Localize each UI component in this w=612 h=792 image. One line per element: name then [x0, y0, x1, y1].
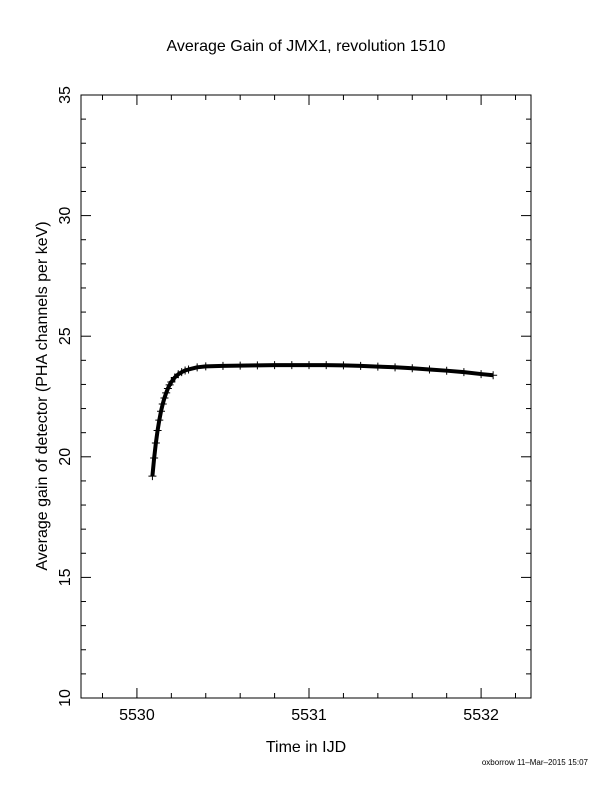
x-tick-label: 5530: [119, 707, 155, 724]
data-point: [287, 361, 296, 370]
data-point: [305, 361, 314, 370]
data-point: [167, 378, 176, 387]
y-tick-label: 20: [57, 448, 74, 466]
data-point: [477, 370, 486, 379]
y-tick-label: 30: [57, 207, 74, 225]
plot-frame: [80, 94, 532, 699]
data-point: [339, 361, 348, 370]
y-tick-label: 35: [57, 86, 74, 104]
data-point: [157, 407, 166, 416]
x-tick-label: 5531: [291, 707, 327, 724]
data-point: [253, 361, 262, 370]
y-tick-label: 15: [57, 568, 74, 586]
data-point: [270, 361, 279, 370]
data-point: [489, 371, 498, 380]
data-point: [181, 366, 190, 375]
y-tick-label: 10: [57, 689, 74, 707]
data-point: [425, 365, 434, 374]
data-point: [322, 361, 331, 370]
footer: oxborrow 11–Mar–2015 15:07: [482, 758, 589, 767]
x-tick-label: 5532: [463, 707, 499, 724]
data-point: [356, 361, 365, 370]
data-point: [236, 361, 245, 370]
data-point: [391, 363, 400, 372]
data-point: [193, 363, 202, 372]
data-point: [158, 399, 167, 408]
data-point: [153, 426, 162, 435]
data-point: [177, 368, 186, 377]
data-point: [162, 388, 171, 397]
data-point: [184, 365, 193, 374]
y-axis-label: Average gain of detector (PHA channels p…: [34, 221, 51, 570]
y-tick-label: 25: [57, 327, 74, 345]
data-point: [155, 416, 164, 425]
data-point: [442, 366, 451, 375]
data-point: [459, 368, 468, 377]
data-point: [150, 454, 159, 463]
gain-trace: [150, 363, 494, 477]
data-point: [163, 384, 172, 393]
data-point: [160, 393, 169, 402]
data-point: [151, 439, 160, 448]
data-point: [218, 361, 227, 370]
chart-title: Average Gain of JMX1, revolution 1510: [167, 38, 446, 55]
data-point: [408, 364, 417, 373]
data-point: [148, 472, 157, 481]
data-point: [373, 362, 382, 371]
data-point: [201, 362, 210, 371]
x-axis-label: Time in IJD: [266, 739, 346, 756]
